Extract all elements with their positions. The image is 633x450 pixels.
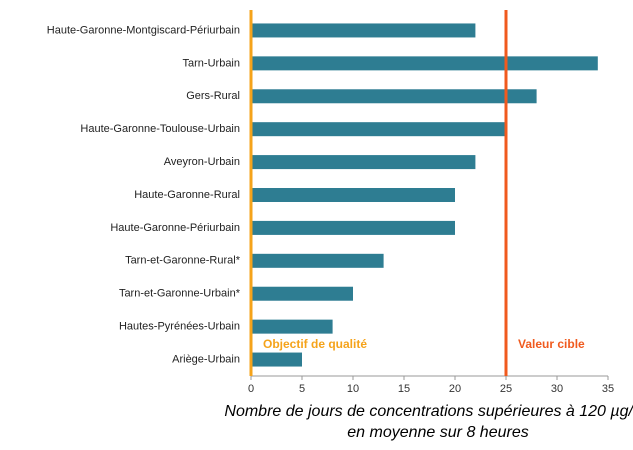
y-tick-label: Tarn-Urbain xyxy=(183,57,240,69)
reference-label: Valeur cible xyxy=(518,337,585,351)
bar xyxy=(251,319,333,334)
y-tick-label: Haute-Garonne-Rural xyxy=(134,189,240,201)
y-tick-label: Haute-Garonne-Toulouse-Urbain xyxy=(80,123,240,135)
y-tick-label: Tarn-et-Garonne-Urbain* xyxy=(119,288,241,300)
bar xyxy=(251,253,384,268)
bar xyxy=(251,220,455,235)
x-tick-label: 5 xyxy=(299,383,305,395)
x-axis-label: Nombre de jours de concentrations supéri… xyxy=(224,403,633,420)
bar xyxy=(251,286,353,301)
x-tick-label: 10 xyxy=(347,383,359,395)
bar xyxy=(251,23,476,38)
y-tick-label: Gers-Rural xyxy=(186,90,240,102)
y-tick-label: Hautes-Pyrénées-Urbain xyxy=(119,321,240,333)
x-tick-label: 20 xyxy=(449,383,461,395)
bar xyxy=(251,89,537,104)
y-tick-label: Haute-Garonne-Montgiscard-Périurbain xyxy=(47,24,240,36)
x-tick-label: 15 xyxy=(398,383,410,395)
x-tick-label: 25 xyxy=(500,383,512,395)
y-tick-label: Ariège-Urbain xyxy=(172,353,240,365)
x-tick-label: 35 xyxy=(602,383,614,395)
bar xyxy=(251,122,506,137)
bar xyxy=(251,188,455,202)
bar xyxy=(251,155,476,170)
x-tick-label: 30 xyxy=(551,383,563,395)
y-tick-label: Aveyron-Urbain xyxy=(164,156,240,168)
y-tick-label: Tarn-et-Garonne-Rural* xyxy=(125,255,241,267)
x-tick-label: 0 xyxy=(248,383,254,395)
y-tick-label: Haute-Garonne-Périurbain xyxy=(110,222,240,234)
reference-label: Objectif de qualité xyxy=(263,337,367,351)
x-axis-label: en moyenne sur 8 heures xyxy=(347,424,528,441)
bar xyxy=(251,352,302,367)
bar xyxy=(251,56,598,71)
